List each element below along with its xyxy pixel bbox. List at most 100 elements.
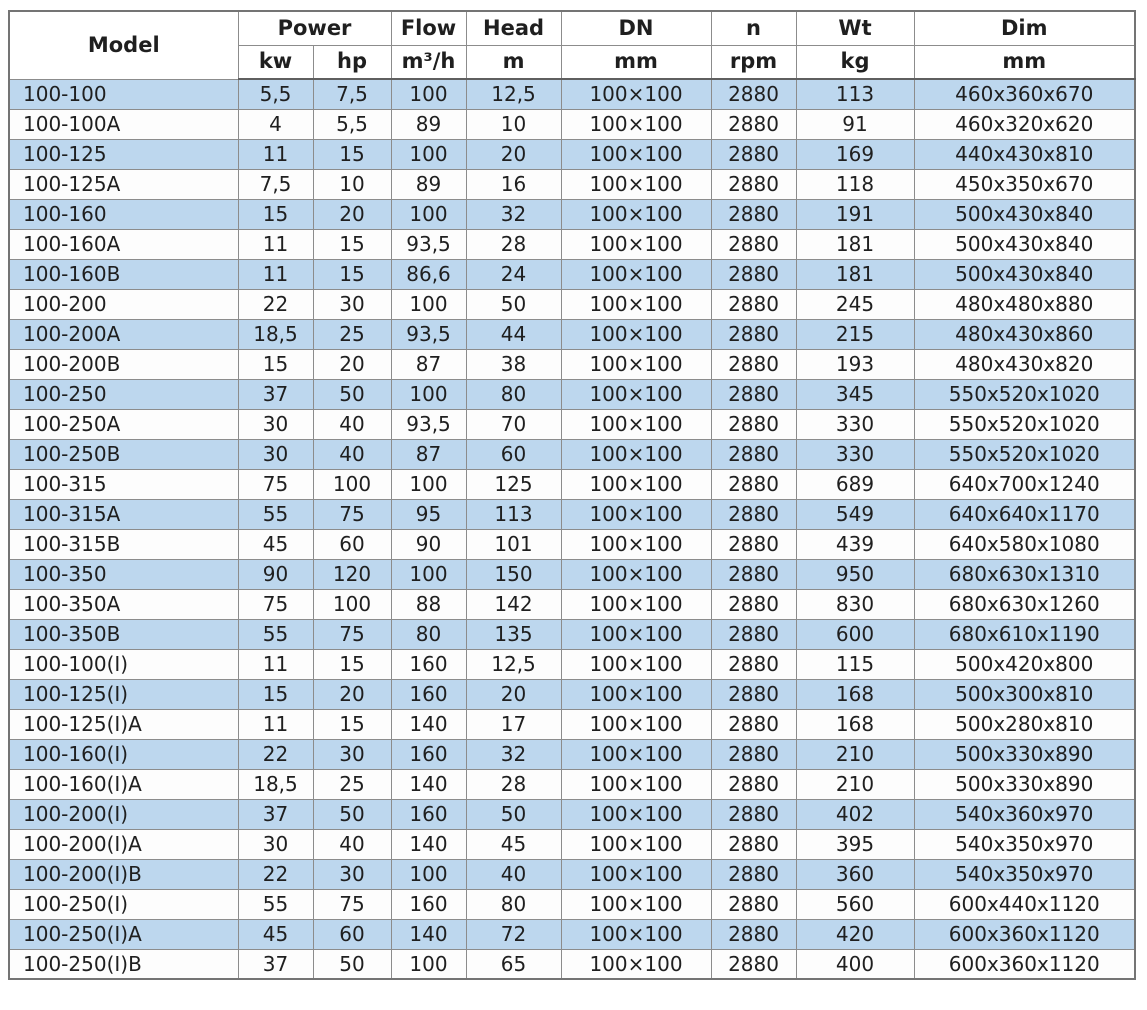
cell-wt-kg: 169 — [795, 138, 915, 170]
cell-head-m: 28 — [465, 768, 562, 800]
col-header-head: Head — [465, 10, 562, 46]
cell-n-rpm: 2880 — [710, 618, 797, 650]
table-row: 100-160(I)A 18,5 25 140 28 100×100 2880 210 500x… — [8, 768, 1136, 800]
cell-model: 100-125 — [8, 138, 239, 170]
cell-n-rpm: 2880 — [710, 528, 797, 560]
cell-flow-m3h: 93,5 — [390, 228, 467, 260]
cell-power-hp: 15 — [312, 648, 392, 680]
cell-wt-kg: 830 — [795, 588, 915, 620]
cell-dn-mm: 100×100 — [560, 558, 712, 590]
cell-power-kw: 90 — [237, 558, 314, 590]
cell-power-hp: 50 — [312, 798, 392, 830]
cell-power-kw: 18,5 — [237, 768, 314, 800]
cell-model: 100-315B — [8, 528, 239, 560]
cell-n-rpm: 2880 — [710, 918, 797, 950]
table-row: 100-250(I)A 45 60 140 72 100×100 2880 420 600x36… — [8, 918, 1136, 950]
table-row: 100-160(I) 22 30 160 32 100×100 2880 210 500x330… — [8, 738, 1136, 770]
cell-n-rpm: 2880 — [710, 138, 797, 170]
cell-power-kw: 22 — [237, 738, 314, 770]
cell-power-hp: 75 — [312, 498, 392, 530]
cell-n-rpm: 2880 — [710, 198, 797, 230]
cell-power-kw: 30 — [237, 408, 314, 440]
cell-n-rpm: 2880 — [710, 318, 797, 350]
table-row: 100-315 75 100 100 125 100×100 2880 689 640x700x… — [8, 468, 1136, 500]
table-row: 100-125(I)A 11 15 140 17 100×100 2880 168 500x28… — [8, 708, 1136, 740]
cell-power-hp: 40 — [312, 408, 392, 440]
cell-head-m: 32 — [465, 198, 562, 230]
cell-flow-m3h: 89 — [390, 168, 467, 200]
table-row: 100-200(I)A 30 40 140 45 100×100 2880 395 540x35… — [8, 828, 1136, 860]
cell-head-m: 17 — [465, 708, 562, 740]
cell-dim-mm: 600x440x1120 — [913, 888, 1136, 920]
col-header-wt: Wt — [795, 10, 915, 46]
cell-dim-mm: 500x420x800 — [913, 648, 1136, 680]
cell-head-m: 44 — [465, 318, 562, 350]
cell-power-hp: 7,5 — [312, 78, 392, 110]
cell-head-m: 60 — [465, 438, 562, 470]
cell-head-m: 142 — [465, 588, 562, 620]
cell-dim-mm: 540x350x970 — [913, 858, 1136, 890]
cell-head-m: 65 — [465, 948, 562, 980]
cell-power-kw: 75 — [237, 588, 314, 620]
cell-dim-mm: 500x430x840 — [913, 228, 1136, 260]
cell-n-rpm: 2880 — [710, 888, 797, 920]
cell-flow-m3h: 86,6 — [390, 258, 467, 290]
cell-flow-m3h: 160 — [390, 888, 467, 920]
cell-n-rpm: 2880 — [710, 78, 797, 110]
col-header-dn-unit: mm — [560, 44, 712, 80]
cell-model: 100-100 — [8, 78, 239, 110]
cell-power-kw: 11 — [237, 648, 314, 680]
cell-wt-kg: 420 — [795, 918, 915, 950]
col-header-wt-unit: kg — [795, 44, 915, 80]
cell-model: 100-200 — [8, 288, 239, 320]
cell-dn-mm: 100×100 — [560, 498, 712, 530]
cell-dim-mm: 480x430x820 — [913, 348, 1136, 380]
cell-head-m: 80 — [465, 888, 562, 920]
cell-wt-kg: 181 — [795, 228, 915, 260]
cell-flow-m3h: 100 — [390, 858, 467, 890]
cell-model: 100-125A — [8, 168, 239, 200]
cell-dn-mm: 100×100 — [560, 948, 712, 980]
cell-wt-kg: 181 — [795, 258, 915, 290]
cell-n-rpm: 2880 — [710, 438, 797, 470]
cell-head-m: 32 — [465, 738, 562, 770]
cell-power-hp: 75 — [312, 888, 392, 920]
cell-dn-mm: 100×100 — [560, 288, 712, 320]
table-header: Model Power Flow Head DN n Wt Dim kw hp … — [8, 10, 1136, 80]
cell-power-hp: 15 — [312, 228, 392, 260]
cell-dim-mm: 550x520x1020 — [913, 378, 1136, 410]
cell-power-hp: 5,5 — [312, 108, 392, 140]
cell-dn-mm: 100×100 — [560, 78, 712, 110]
cell-wt-kg: 600 — [795, 618, 915, 650]
cell-dim-mm: 640x700x1240 — [913, 468, 1136, 500]
cell-model: 100-100(I) — [8, 648, 239, 680]
col-header-power: Power — [237, 10, 392, 46]
cell-model: 100-350A — [8, 588, 239, 620]
cell-dim-mm: 680x610x1190 — [913, 618, 1136, 650]
cell-model: 100-160(I)A — [8, 768, 239, 800]
table-row: 100-200(I) 37 50 160 50 100×100 2880 402 540x360… — [8, 798, 1136, 830]
cell-power-hp: 15 — [312, 708, 392, 740]
col-header-n: n — [710, 10, 797, 46]
cell-power-kw: 15 — [237, 678, 314, 710]
cell-head-m: 101 — [465, 528, 562, 560]
cell-flow-m3h: 140 — [390, 828, 467, 860]
cell-head-m: 20 — [465, 138, 562, 170]
col-header-n-unit: rpm — [710, 44, 797, 80]
cell-wt-kg: 360 — [795, 858, 915, 890]
table-row: 100-200B 15 20 87 38 100×100 2880 193 480x430x82… — [8, 348, 1136, 380]
cell-dn-mm: 100×100 — [560, 888, 712, 920]
col-header-head-unit: m — [465, 44, 562, 80]
table-row: 100-350A 75 100 88 142 100×100 2880 830 680x630x… — [8, 588, 1136, 620]
cell-model: 100-250B — [8, 438, 239, 470]
cell-power-hp: 25 — [312, 768, 392, 800]
col-header-dim-unit: mm — [913, 44, 1136, 80]
cell-model: 100-250 — [8, 378, 239, 410]
cell-power-kw: 15 — [237, 198, 314, 230]
cell-dn-mm: 100×100 — [560, 168, 712, 200]
cell-head-m: 28 — [465, 228, 562, 260]
cell-dim-mm: 550x520x1020 — [913, 438, 1136, 470]
cell-flow-m3h: 160 — [390, 678, 467, 710]
pump-spec-table: Model Power Flow Head DN n Wt Dim kw hp … — [8, 10, 1137, 980]
cell-flow-m3h: 95 — [390, 498, 467, 530]
